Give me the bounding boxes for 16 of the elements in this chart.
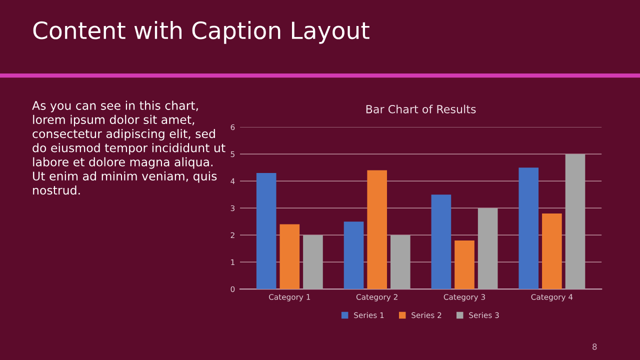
bar bbox=[518, 168, 539, 290]
text: As you can see in this chart, lorem ipsum dolor sit amet, consectetur adipiscing elit, sed do eiusmod tempor incididunt ut labore et dolore magna aliqua. Ut enim ad minim veniam, quis nostrud. bbox=[32, 100, 226, 195]
bar bbox=[367, 170, 387, 290]
bar bbox=[565, 154, 586, 290]
text: 8 bbox=[592, 344, 597, 350]
bar bbox=[256, 172, 276, 290]
bar bbox=[478, 208, 498, 290]
chart-title: Bar Chart of Results bbox=[366, 104, 476, 114]
text: Content with Caption Layout bbox=[33, 20, 370, 44]
bar bbox=[280, 224, 300, 290]
bar bbox=[454, 240, 474, 290]
bar bbox=[542, 213, 562, 290]
bar bbox=[390, 235, 410, 290]
bar bbox=[431, 194, 452, 290]
bar bbox=[303, 235, 323, 290]
bar bbox=[344, 222, 364, 290]
